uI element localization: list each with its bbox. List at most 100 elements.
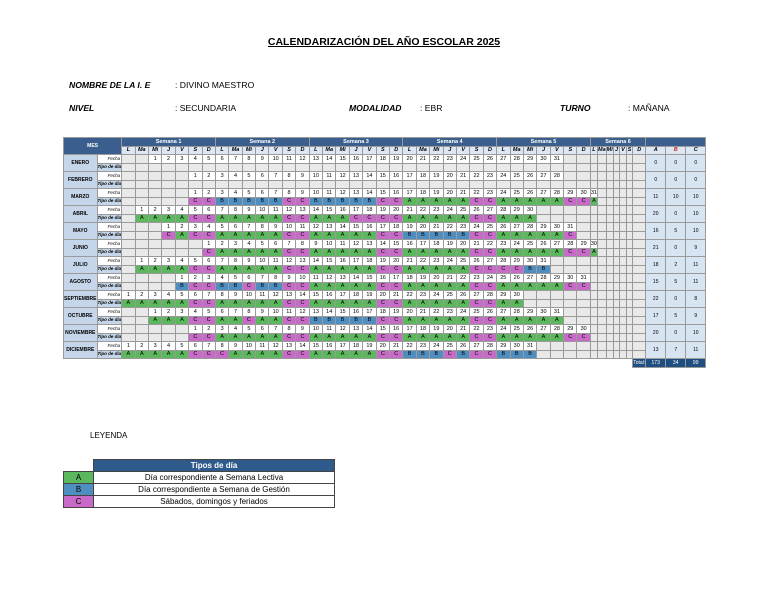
- type-cell: C: [482, 298, 498, 308]
- type-cell: C: [201, 332, 216, 342]
- date-cell: 22: [402, 290, 417, 300]
- type-cell: [632, 196, 647, 206]
- date-cell: 23: [429, 256, 444, 266]
- month-count: 10: [685, 324, 707, 342]
- type-cell: [255, 162, 270, 172]
- date-cell: [563, 205, 578, 215]
- nivel-value: : SECUNDARIA: [175, 103, 237, 113]
- date-cell: [134, 188, 149, 198]
- nombre-value: : DIVINO MAESTRO: [175, 80, 255, 90]
- type-cell: [605, 196, 614, 206]
- type-cell: C: [201, 281, 216, 291]
- type-cell: [121, 196, 136, 206]
- date-cell: 15: [375, 188, 391, 198]
- type-cell: A: [429, 332, 444, 342]
- date-cell: 9: [241, 256, 257, 266]
- date-cell: 8: [255, 222, 270, 232]
- date-cell: 12: [322, 273, 337, 283]
- date-cell: 28: [549, 324, 565, 334]
- date-cell: [147, 188, 163, 198]
- day-header: L: [402, 145, 417, 155]
- type-cell: C: [281, 281, 297, 291]
- date-cell: 11: [268, 256, 283, 266]
- date-cell: [121, 307, 136, 317]
- date-cell: 5: [174, 341, 190, 351]
- date-cell: 29: [522, 154, 538, 164]
- type-cell: A: [549, 230, 565, 240]
- type-cell: [281, 179, 297, 189]
- month-count: 0: [665, 205, 687, 223]
- date-cell: 22: [442, 222, 457, 232]
- type-cell: C: [188, 315, 203, 325]
- date-cell: 31: [576, 273, 591, 283]
- day-header: Mi: [605, 145, 614, 155]
- type-cell: A: [362, 230, 377, 240]
- nivel-label: NIVEL: [69, 103, 95, 113]
- date-cell: 27: [536, 188, 551, 198]
- date-cell: [188, 239, 203, 249]
- legend-spacer: [63, 459, 94, 472]
- type-cell: [563, 264, 578, 274]
- date-cell: [632, 188, 647, 198]
- date-cell: [134, 239, 149, 249]
- date-cell: [121, 222, 136, 232]
- date-cell: 7: [214, 256, 230, 266]
- type-cell: A: [442, 281, 457, 291]
- date-cell: 14: [362, 324, 377, 334]
- date-cell: 19: [402, 222, 417, 232]
- month-count: 11: [685, 256, 707, 274]
- date-cell: [605, 307, 614, 317]
- month-name: ENERO: [63, 154, 98, 172]
- type-cell: A: [241, 264, 257, 274]
- day-header: D: [295, 145, 310, 155]
- date-cell: 16: [335, 205, 350, 215]
- type-cell: A: [522, 332, 538, 342]
- legend-header: Tipos de día: [93, 459, 335, 472]
- date-cell: 6: [241, 273, 257, 283]
- date-cell: 17: [362, 307, 377, 317]
- date-cell: 1: [174, 273, 190, 283]
- date-cell: 23: [469, 273, 484, 283]
- type-cell: C: [161, 230, 176, 240]
- date-cell: [576, 222, 591, 232]
- type-cell: [241, 179, 257, 189]
- date-cell: 9: [281, 273, 297, 283]
- day-header: V: [455, 145, 471, 155]
- type-cell: A: [509, 247, 524, 257]
- date-cell: [605, 239, 614, 249]
- date-cell: [563, 341, 578, 351]
- type-cell: A: [268, 332, 283, 342]
- date-cell: 15: [335, 307, 350, 317]
- tipo-label: Tipo de día: [96, 162, 123, 172]
- type-cell: [612, 349, 621, 359]
- date-cell: 19: [362, 341, 377, 351]
- type-cell: A: [241, 247, 257, 257]
- type-cell: [597, 264, 607, 274]
- type-cell: C: [469, 264, 484, 274]
- type-cell: B: [308, 315, 324, 325]
- type-cell: A: [509, 332, 524, 342]
- type-cell: B: [228, 281, 243, 291]
- type-cell: [589, 179, 598, 189]
- date-cell: 9: [255, 154, 270, 164]
- date-cell: 25: [442, 290, 457, 300]
- date-cell: 22: [429, 307, 444, 317]
- fecha-label: Fecha: [96, 341, 123, 351]
- week-header: Semana 1: [121, 137, 216, 147]
- type-cell: A: [429, 247, 444, 257]
- date-cell: 25: [469, 154, 484, 164]
- date-cell: 6: [255, 188, 270, 198]
- date-cell: 17: [362, 154, 377, 164]
- type-cell: A: [161, 315, 176, 325]
- month-count: 0: [685, 154, 707, 172]
- day-header: S: [281, 145, 297, 155]
- modalidad-value: : EBR: [420, 103, 443, 113]
- type-cell: [121, 332, 136, 342]
- date-cell: 20: [442, 188, 457, 198]
- date-cell: 16: [348, 307, 364, 317]
- type-cell: C: [509, 264, 524, 274]
- date-cell: [134, 222, 149, 232]
- type-cell: A: [121, 349, 136, 359]
- date-cell: 12: [308, 222, 324, 232]
- type-cell: A: [241, 298, 257, 308]
